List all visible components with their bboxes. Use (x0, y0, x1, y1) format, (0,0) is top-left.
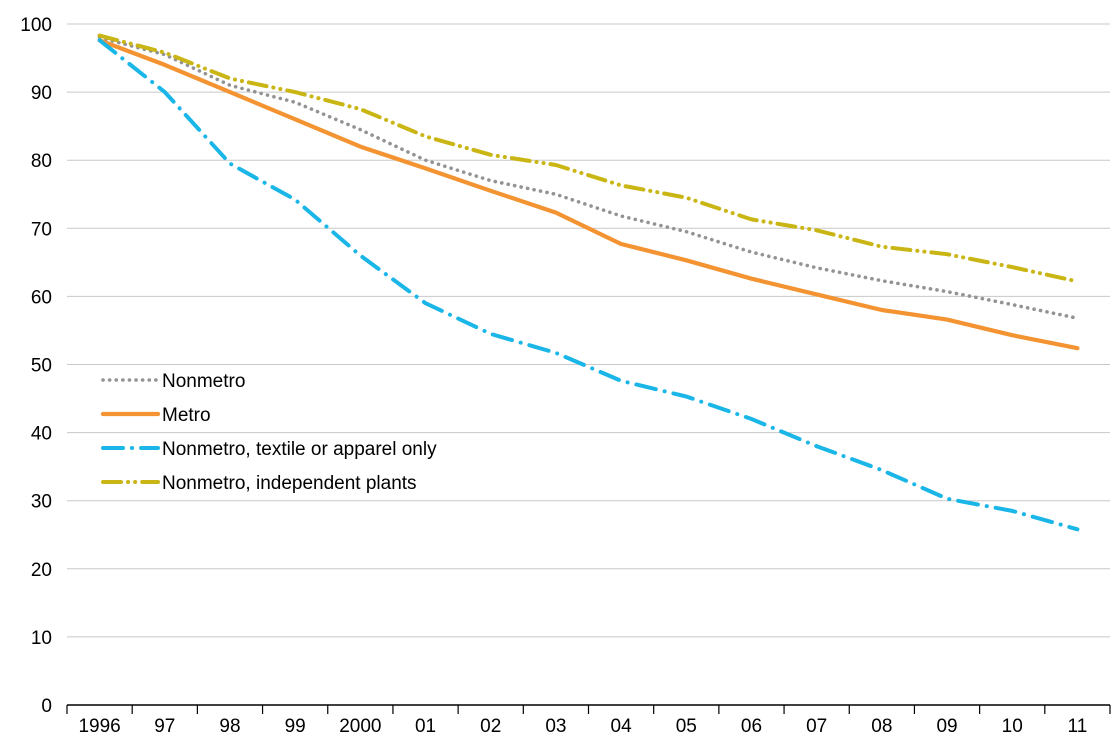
series-line-1 (97, 35, 1080, 321)
legend-label: Metro (162, 405, 211, 426)
y-tick-label: 30 (31, 492, 52, 513)
legend-label: Nonmetro, independent plants (162, 473, 417, 494)
x-tick-label: 03 (545, 716, 566, 737)
x-tick-label: 08 (871, 716, 892, 737)
legend-label: Nonmetro, textile or apparel only (162, 439, 437, 460)
x-tick-label: 10 (1002, 716, 1023, 737)
y-tick-label: 20 (31, 560, 52, 581)
y-tick-label: 100 (20, 15, 52, 36)
x-tick-label: 1996 (78, 716, 120, 737)
series-line-3 (97, 38, 1080, 532)
y-tick-label: 10 (31, 628, 52, 649)
y-tick-label: 90 (31, 83, 52, 104)
series-line-2 (97, 38, 1080, 351)
x-tick-label: 98 (219, 716, 240, 737)
x-tick-label: 05 (676, 716, 697, 737)
y-tick-label: 80 (31, 151, 52, 172)
x-tick-label: 09 (936, 716, 957, 737)
x-tick-label: 01 (415, 716, 436, 737)
legend-label: Nonmetro (162, 371, 245, 392)
y-tick-label: 60 (31, 287, 52, 308)
x-tick-label: 06 (741, 716, 762, 737)
x-tick-label: 99 (285, 716, 306, 737)
y-axis-tick-labels: 0 10 20 30 40 50 60 70 80 90 100 (20, 15, 52, 717)
y-tick-label: 40 (31, 424, 52, 445)
data-series (97, 33, 1080, 532)
x-tick-label: 97 (154, 716, 175, 737)
y-tick-label: 50 (31, 356, 52, 377)
series-line-4 (97, 33, 1080, 284)
y-tick-label: 70 (31, 219, 52, 240)
x-axis: 1996 97 98 99 2000 01 02 03 04 05 06 07 08 09 10 11 (66, 704, 1111, 737)
legend: Nonmetro Metro Nonmetro, textile or appare… (100, 371, 437, 494)
x-tick-label: 07 (806, 716, 827, 737)
y-tick-label: 0 (41, 696, 52, 717)
x-tick-label: 2000 (339, 716, 381, 737)
x-tick-label: 02 (480, 716, 501, 737)
x-tick-label: 11 (1068, 716, 1088, 737)
x-tick-label: 04 (611, 716, 633, 737)
gridlines (67, 23, 1110, 638)
